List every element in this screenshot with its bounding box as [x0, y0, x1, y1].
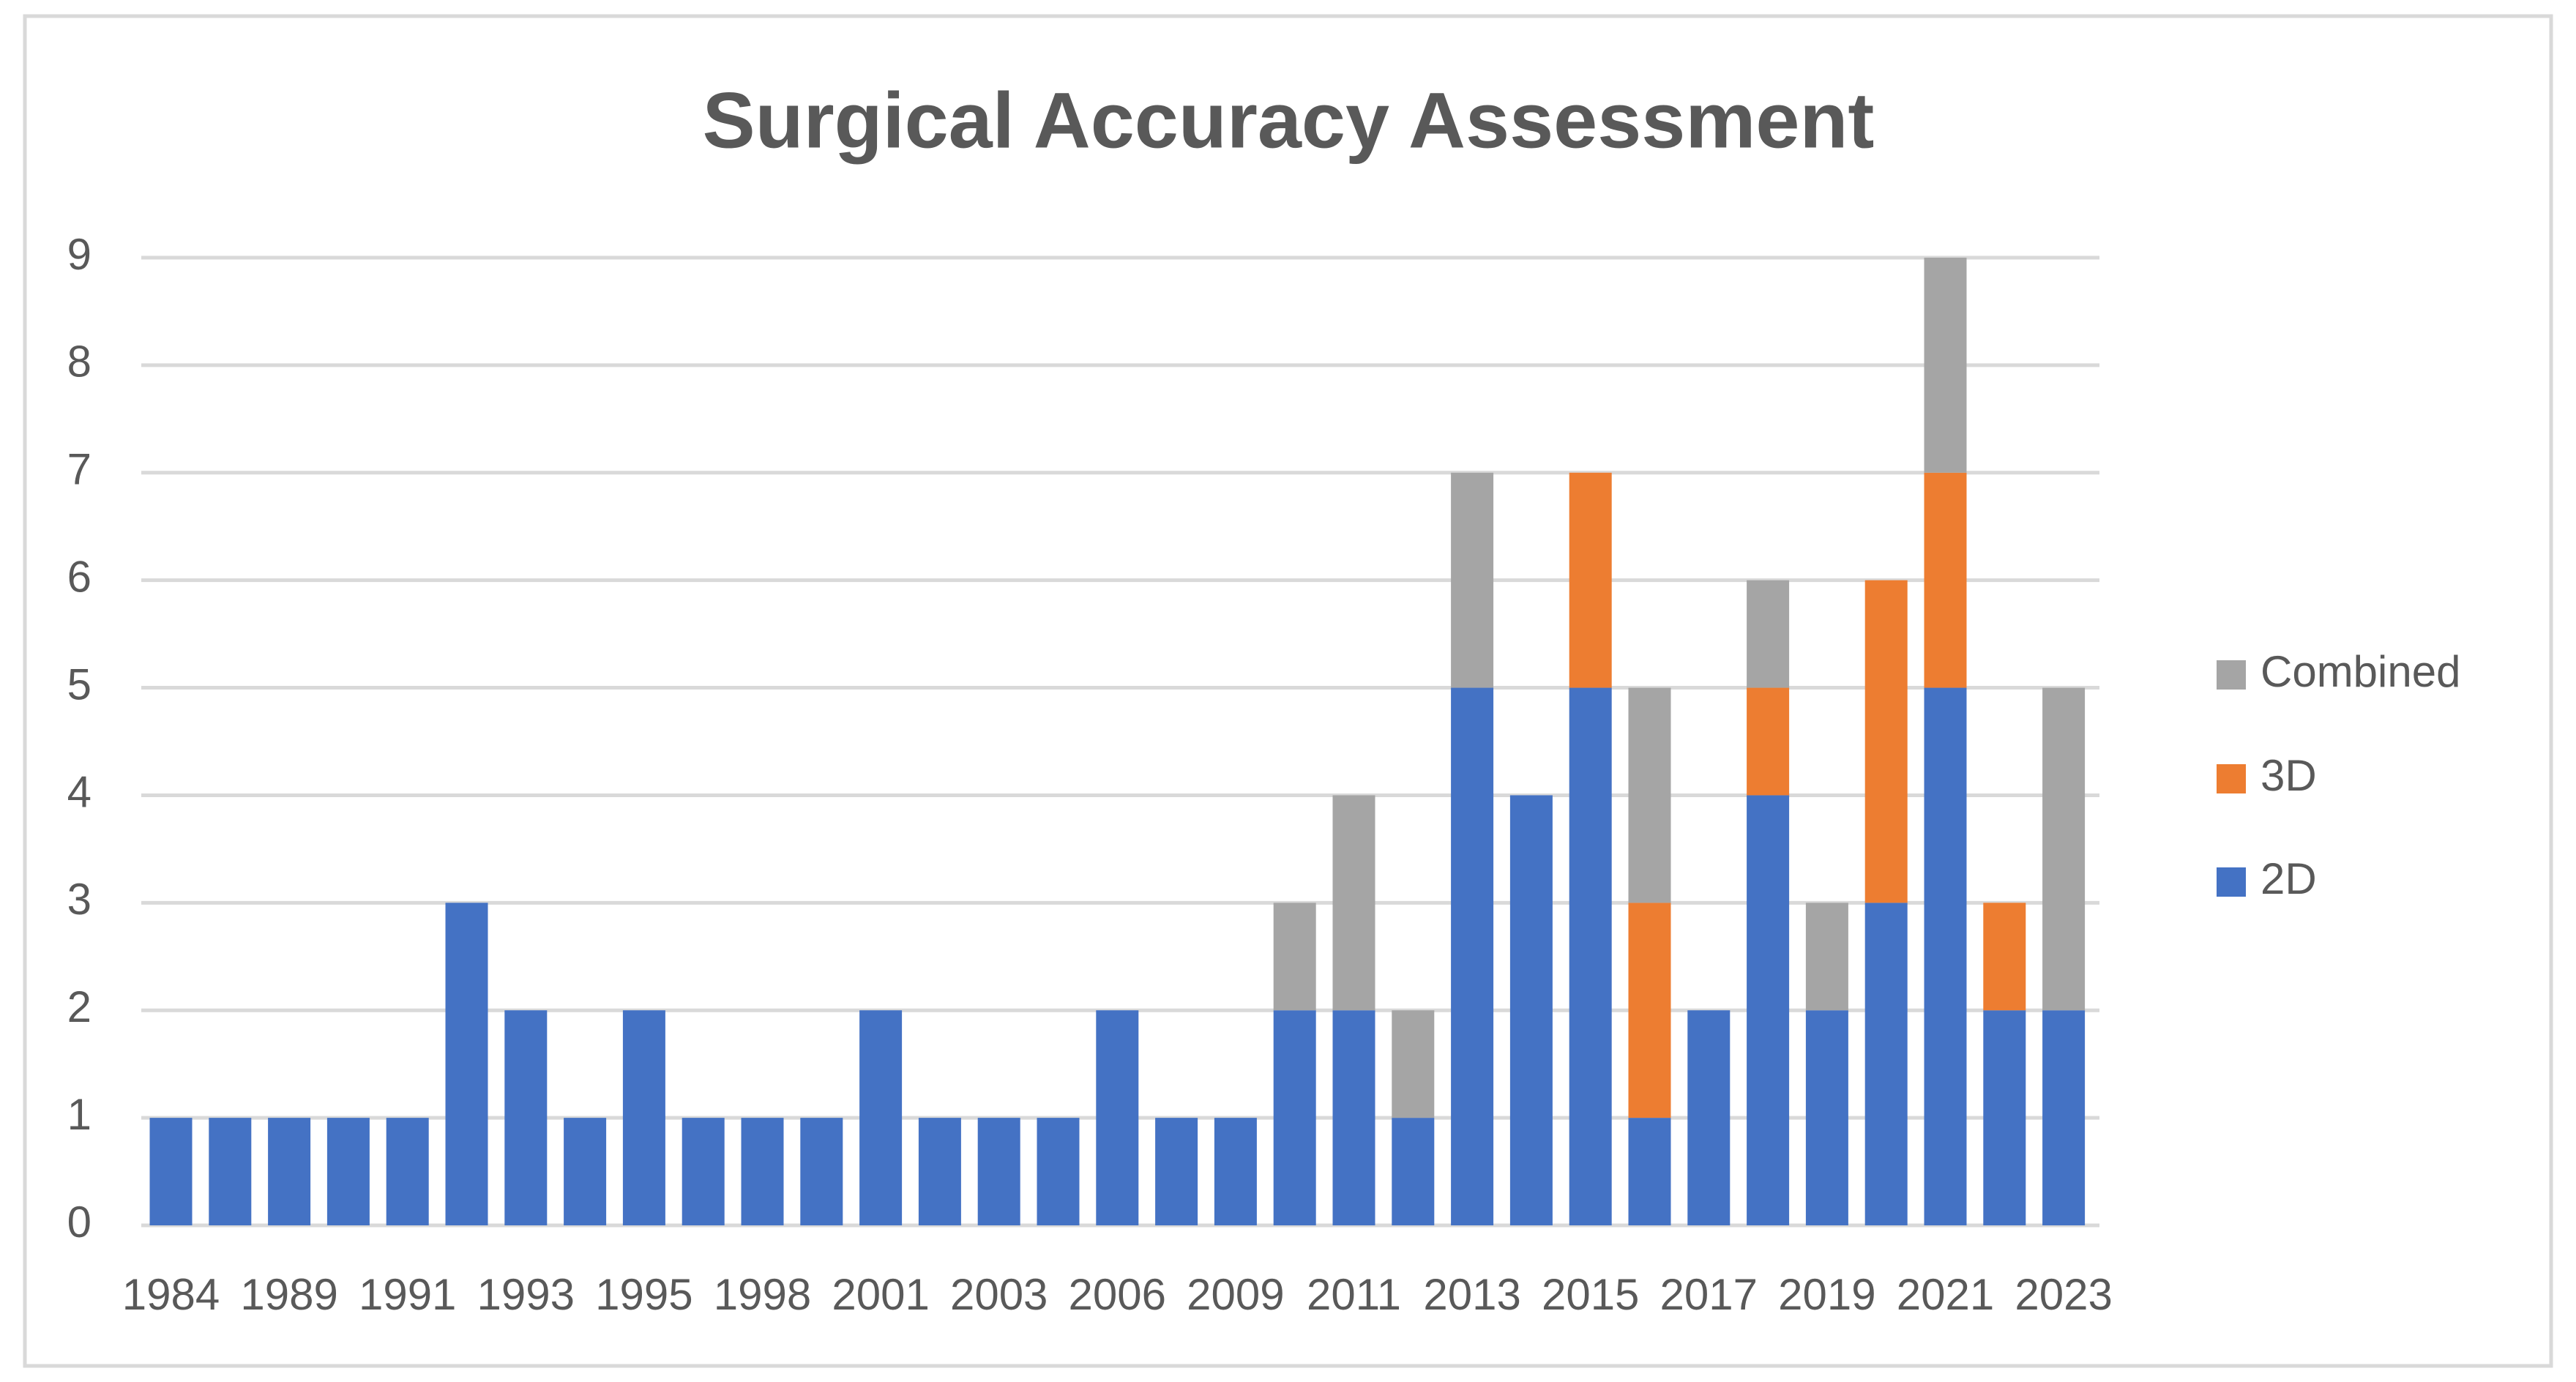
x-tick-label: 2006	[1069, 1270, 1166, 1319]
legend-label: Combined	[2260, 647, 2461, 696]
bar	[326, 1118, 370, 1225]
bar	[622, 1010, 665, 1225]
bar	[918, 1118, 961, 1225]
bar	[445, 903, 488, 1225]
bar	[209, 1118, 252, 1225]
legend-label: 2D	[2260, 854, 2317, 903]
bar	[1332, 1010, 1375, 1225]
x-tick-label: 1998	[714, 1270, 811, 1319]
bar	[1273, 903, 1316, 1011]
chart-title: Surgical Accuracy Assessment	[703, 76, 1875, 165]
bar	[1451, 472, 1494, 688]
bar	[1747, 687, 1790, 796]
bar	[1451, 687, 1494, 1225]
bar	[1924, 687, 1967, 1225]
bar	[1805, 903, 1848, 1011]
legend-swatch	[2217, 660, 2246, 690]
bar	[268, 1118, 311, 1225]
bar	[1687, 1010, 1731, 1225]
bar	[149, 1118, 193, 1225]
bar	[2042, 687, 2086, 1011]
bar	[682, 1118, 725, 1225]
bar	[1628, 687, 1671, 903]
bar	[504, 1010, 548, 1225]
x-tick-label: 2021	[1897, 1270, 1994, 1319]
y-tick-label: 0	[67, 1198, 92, 1247]
bar	[800, 1118, 843, 1225]
legend-swatch	[2217, 764, 2246, 793]
bar	[1747, 795, 1790, 1225]
bar	[1037, 1118, 1080, 1225]
y-tick-label: 9	[67, 230, 92, 279]
bar	[1983, 1010, 2026, 1225]
bar	[1747, 580, 1790, 688]
bar	[741, 1118, 784, 1225]
x-tick-label: 1991	[359, 1270, 456, 1319]
bar	[1155, 1118, 1198, 1225]
bar	[1509, 795, 1553, 1225]
y-tick-label: 5	[67, 660, 92, 709]
x-tick-label: 2003	[950, 1270, 1048, 1319]
legend-label: 3D	[2260, 751, 2317, 800]
x-tick-label: 1989	[240, 1270, 337, 1319]
y-tick-label: 6	[67, 553, 92, 602]
x-tick-label: 2009	[1187, 1270, 1284, 1319]
y-tick-label: 1	[67, 1090, 92, 1139]
bar	[1096, 1010, 1139, 1225]
legend-swatch	[2217, 867, 2246, 897]
bar	[1864, 903, 1908, 1225]
bar	[859, 1010, 903, 1225]
y-tick-label: 8	[67, 337, 92, 386]
x-tick-label: 1984	[122, 1270, 220, 1319]
bar	[1273, 1010, 1316, 1225]
bar	[1864, 580, 1908, 903]
bar	[1924, 472, 1967, 688]
x-tick-label: 2023	[2015, 1270, 2112, 1319]
bar	[1924, 258, 1967, 473]
bar	[977, 1118, 1020, 1225]
y-tick-label: 3	[67, 875, 92, 924]
x-tick-label: 1995	[595, 1270, 692, 1319]
y-tick-label: 2	[67, 982, 92, 1031]
bar	[2042, 1010, 2086, 1225]
bar	[564, 1118, 607, 1225]
x-tick-label: 2019	[1778, 1270, 1875, 1319]
x-tick-label: 2011	[1307, 1270, 1401, 1319]
bar	[1569, 687, 1612, 1225]
x-tick-label: 2001	[832, 1270, 929, 1319]
y-tick-label: 7	[67, 445, 92, 494]
bar	[1628, 1118, 1671, 1225]
x-tick-label: 2015	[1542, 1270, 1639, 1319]
bar	[1392, 1010, 1435, 1118]
bar	[1983, 903, 2026, 1011]
bar	[1628, 903, 1671, 1118]
x-tick-label: 2013	[1423, 1270, 1520, 1319]
y-tick-label: 4	[67, 767, 92, 816]
bar	[1214, 1118, 1257, 1225]
x-tick-label: 1993	[477, 1270, 575, 1319]
x-tick-label: 2017	[1660, 1270, 1758, 1319]
bar	[1569, 472, 1612, 688]
bar	[386, 1118, 429, 1225]
bar	[1332, 795, 1375, 1011]
bar	[1805, 1010, 1848, 1225]
bar	[1392, 1118, 1435, 1225]
